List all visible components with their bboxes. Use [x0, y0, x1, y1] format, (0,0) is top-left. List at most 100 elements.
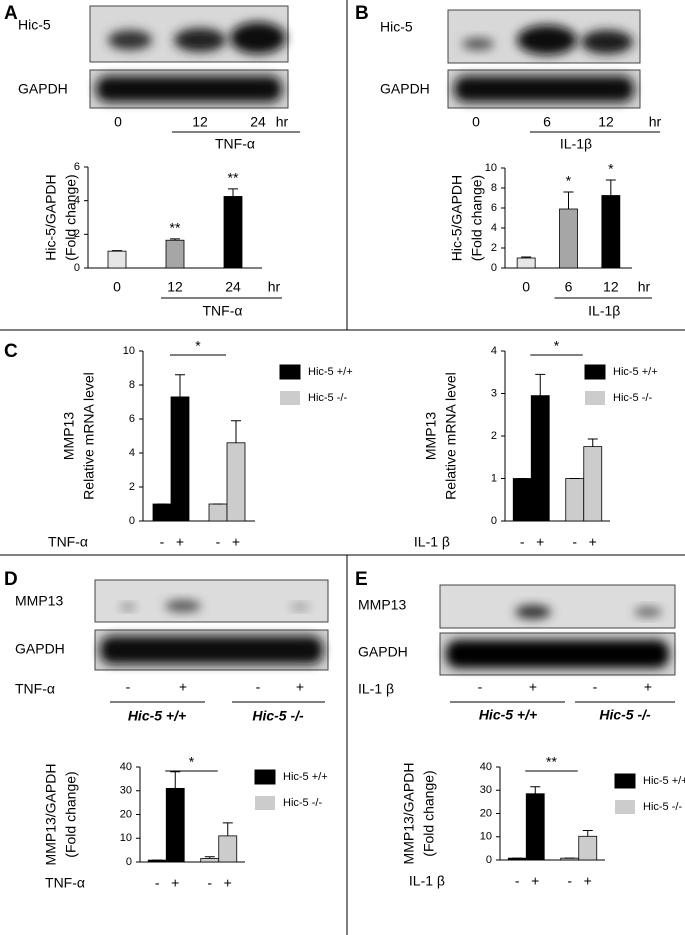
bar [516, 257, 536, 269]
legend-label: Hic-5 +/+ [308, 366, 353, 378]
legend-swatch [279, 364, 301, 380]
legend-swatch [280, 391, 300, 405]
error-bar [582, 829, 593, 837]
y-axis-label: MMP13/GAPDH [401, 763, 417, 865]
lane-unit: hr [276, 114, 289, 130]
x-tick-label: 12 [167, 279, 183, 295]
x-axis-label: TNF-α [48, 534, 88, 550]
genotype-label: Hic-5 -/- [599, 707, 651, 723]
blot-row-label: GAPDH [358, 644, 408, 660]
error-bar [222, 822, 233, 836]
y-tick-label: 0 [491, 262, 497, 274]
x-tick-label: + [584, 873, 592, 889]
bar [559, 208, 578, 269]
x-tick-label: + [171, 875, 179, 891]
y-tick-label: 8 [491, 182, 497, 194]
bar [525, 793, 545, 861]
y-tick-label: 0 [126, 856, 132, 868]
error-bar [605, 179, 616, 196]
x-axis-label: IL-1β [588, 303, 620, 319]
y-tick-label: 6 [491, 202, 497, 214]
blot [94, 579, 329, 703]
x-axis-label: TNF-α [203, 303, 243, 319]
blot-row-label: MMP13 [15, 593, 63, 609]
blot-row-label: Hic-5 [380, 19, 413, 35]
x-tick-label: 0 [113, 279, 121, 295]
significance-label: * [189, 754, 195, 770]
lane-label: 0 [114, 114, 122, 130]
legend-swatch [255, 796, 275, 810]
y-tick-label: 30 [120, 785, 132, 797]
bar [152, 503, 172, 522]
bar [170, 396, 190, 522]
x-tick-label: - [567, 873, 572, 889]
significance-label: ** [170, 220, 181, 236]
blot-row-label: GAPDH [18, 81, 68, 97]
treatment-label: TNF-α [15, 681, 55, 697]
treatment-label: TNF-α [215, 136, 255, 152]
error-bar [112, 250, 122, 252]
legend-swatch [584, 364, 606, 380]
x-unit-label: hr [268, 279, 281, 295]
bar [583, 446, 603, 522]
treatment-label: IL-1β [560, 136, 592, 152]
y-tick-label: 0 [486, 854, 492, 866]
error-bar [170, 771, 181, 789]
y-tick-label: 0 [491, 515, 497, 527]
panel-letter: B [355, 3, 369, 24]
lane-label: 6 [543, 114, 551, 130]
x-tick-label: - [207, 875, 212, 891]
x-tick-label: - [155, 875, 160, 891]
y-axis-label: Hic-5/GAPDH [43, 174, 59, 260]
x-tick-label: + [531, 873, 539, 889]
significance-label: * [566, 173, 572, 189]
bar [565, 478, 585, 522]
y-tick-label: 8 [129, 379, 135, 391]
legend-label: Hic-5 -/- [283, 797, 322, 809]
x-unit-label: hr [638, 279, 651, 295]
x-tick-label: - [160, 534, 165, 550]
y-axis-label: (Fold change) [63, 174, 79, 260]
lane-label: + [179, 679, 187, 695]
genotype-label: Hic-5 +/+ [128, 708, 186, 724]
lane-label: - [256, 679, 261, 695]
blot-row-label: MMP13 [358, 597, 406, 613]
y-axis-label: MMP13 [61, 412, 77, 460]
y-axis-label: (Fold change) [421, 770, 437, 856]
bar [512, 478, 532, 522]
x-tick-label: + [589, 534, 597, 550]
error-bar [563, 191, 574, 209]
significance-label: * [554, 338, 560, 354]
x-tick-label: + [232, 534, 240, 550]
lane-label: - [478, 679, 483, 695]
y-tick-label: 0 [129, 515, 135, 527]
panel-letter: A [4, 3, 18, 24]
bar [200, 858, 220, 863]
bar [208, 503, 228, 522]
y-tick-label: 4 [74, 195, 80, 207]
y-axis-label: MMP13/GAPDH [43, 764, 59, 866]
x-tick-label: + [536, 534, 544, 550]
panel-letter: C [4, 341, 18, 362]
y-axis-label: (Fold change) [63, 771, 79, 857]
y-tick-label: 10 [485, 162, 497, 174]
y-axis-label: Relative mRNA level [443, 372, 459, 500]
legend-swatch [254, 769, 276, 785]
blot-row-label: GAPDH [380, 81, 430, 97]
x-axis-label: TNF-α [45, 875, 85, 891]
y-tick-label: 20 [120, 808, 132, 820]
error-bar [231, 420, 241, 443]
error-bar [175, 374, 185, 397]
legend-label: Hic-5 +/+ [643, 775, 685, 787]
legend-swatch [615, 800, 635, 814]
bar [530, 395, 550, 522]
x-tick-label: 0 [522, 279, 530, 295]
y-tick-label: 2 [491, 430, 497, 442]
significance-label: * [195, 338, 201, 354]
bar [218, 835, 238, 863]
y-tick-label: 20 [480, 807, 492, 819]
lane-label: 12 [192, 114, 208, 130]
legend-label: Hic-5 +/+ [613, 366, 658, 378]
y-axis-label: Relative mRNA level [81, 372, 97, 500]
